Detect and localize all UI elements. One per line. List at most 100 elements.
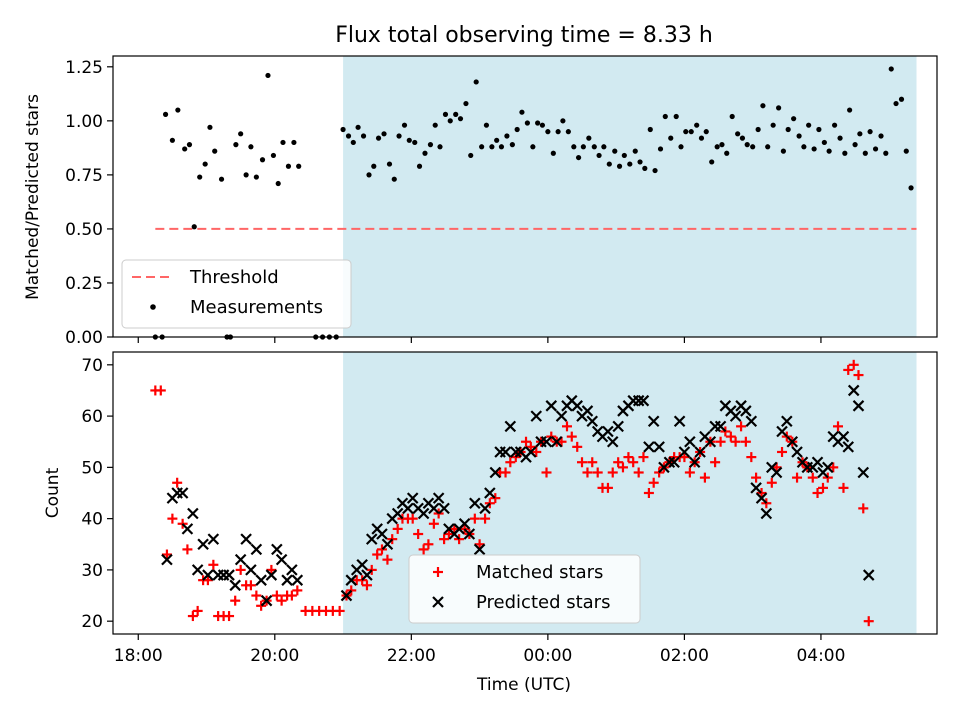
measurement-point xyxy=(735,131,741,137)
matched-star-point xyxy=(525,441,536,452)
measurement-point xyxy=(878,133,884,139)
matched-star-point xyxy=(372,549,383,560)
measurement-point xyxy=(883,150,889,156)
matched-star-point xyxy=(167,513,178,524)
matched-star-point xyxy=(807,472,818,483)
measurement-point xyxy=(616,163,623,169)
chart-title: Flux total observing time = 8.33 h xyxy=(335,23,713,48)
predicted-star-point xyxy=(862,569,875,581)
matched-star-point xyxy=(413,529,424,540)
measurement-point xyxy=(162,111,169,117)
predicted-star-point xyxy=(271,543,283,556)
measurement-point xyxy=(504,133,510,139)
y-tick-label: 1.25 xyxy=(65,58,103,78)
measurement-point xyxy=(632,148,638,154)
matched-star-point xyxy=(648,477,659,488)
top-y-axis: 0.00 0.25 0.50 0.75 1.00 1.25 xyxy=(65,58,113,348)
predicted-star-point xyxy=(704,435,717,448)
y-tick-label: 0.00 xyxy=(65,328,103,348)
top-axes-frame xyxy=(112,55,938,338)
measurement-point xyxy=(253,174,259,180)
measurement-point xyxy=(688,129,694,135)
bottom-y-axis: 20 30 40 50 60 70 xyxy=(81,356,113,632)
measurement-point xyxy=(662,113,668,120)
predicted-star-point xyxy=(571,400,584,412)
y-tick-label: 50 xyxy=(81,458,103,478)
predicted-star-point xyxy=(781,415,793,427)
predicted-star-point xyxy=(161,553,173,566)
measurement-point xyxy=(280,139,286,146)
matched-star-point xyxy=(777,446,788,457)
measurement-point xyxy=(386,161,393,167)
predicted-star-point xyxy=(550,435,563,448)
measurement-point xyxy=(806,122,812,128)
predicted-star-point xyxy=(402,502,414,515)
measurement-point xyxy=(550,150,556,156)
matched-star-point xyxy=(679,452,690,463)
matched-star-point xyxy=(684,467,695,478)
predicted-star-point xyxy=(857,466,870,479)
measurement-point xyxy=(498,144,505,150)
legend-matched-label: Matched stars xyxy=(476,562,603,583)
measurement-point xyxy=(207,124,213,130)
y-tick-label: 70 xyxy=(81,356,103,376)
measurement-point xyxy=(296,163,302,169)
predicted-star-point xyxy=(473,543,486,556)
measurement-point xyxy=(545,129,551,135)
measurement-point xyxy=(432,122,438,128)
measurement-point xyxy=(447,118,453,124)
measurement-point xyxy=(668,135,674,141)
predicted-star-point xyxy=(555,410,568,422)
matched-star-point xyxy=(730,436,741,447)
predicted-star-point xyxy=(821,461,834,474)
y-tick-label: 40 xyxy=(81,510,103,530)
predicted-star-point xyxy=(376,528,388,540)
matched-star-point xyxy=(439,534,450,545)
predicted-star-point xyxy=(688,456,701,469)
matched-star-point xyxy=(766,477,777,488)
predicted-star-point xyxy=(245,564,257,576)
measurement-point xyxy=(903,148,909,154)
matched-star-point xyxy=(853,370,864,381)
matched-star-point xyxy=(334,605,345,616)
measurement-point xyxy=(396,133,402,139)
measurement-point xyxy=(453,111,459,117)
measurement-point xyxy=(770,122,776,128)
matched-star-point xyxy=(699,472,710,483)
matched-star-point xyxy=(577,457,588,468)
matched-star-point xyxy=(613,457,624,468)
legend-predicted-swatch xyxy=(432,596,444,608)
matched-star-point xyxy=(382,554,393,565)
measurement-point xyxy=(724,150,730,156)
matched-star-point xyxy=(843,364,854,375)
legend-measurements-swatch xyxy=(150,304,156,310)
matched-star-point xyxy=(266,564,277,575)
predicted-star-point xyxy=(842,441,855,453)
predicted-star-point xyxy=(510,446,522,458)
bottom-legend: Matched stars Predicted stars xyxy=(408,554,641,624)
predicted-star-point xyxy=(750,482,762,494)
measurement-point xyxy=(416,163,423,169)
matched-star-point xyxy=(602,482,613,493)
matched-star-point xyxy=(418,544,429,555)
matched-star-point xyxy=(541,467,552,478)
matched-star-point xyxy=(155,385,166,396)
predicted-star-point xyxy=(714,420,727,433)
measurement-point xyxy=(801,144,807,150)
matched-star-point xyxy=(235,564,246,575)
predicted-star-point xyxy=(837,430,850,443)
predicted-star-point xyxy=(463,528,476,540)
measurement-point xyxy=(535,120,541,126)
matched-star-point xyxy=(251,590,262,601)
predicted-star-point xyxy=(525,446,537,458)
matched-star-point xyxy=(443,529,454,540)
predicted-star-point xyxy=(606,435,619,448)
matched-star-point xyxy=(858,503,869,514)
measurement-point xyxy=(509,142,515,148)
measurement-point xyxy=(340,126,346,133)
matched-star-point xyxy=(792,472,803,483)
predicted-star-point xyxy=(499,446,512,458)
measurement-point xyxy=(565,129,571,135)
top-legend: Threshold Measurements xyxy=(121,259,352,329)
